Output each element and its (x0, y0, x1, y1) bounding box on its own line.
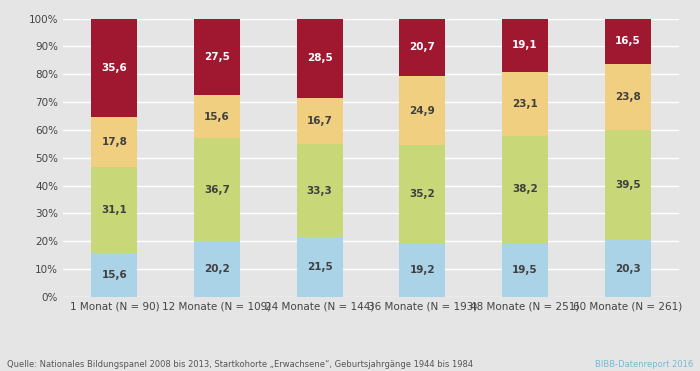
Text: 15,6: 15,6 (204, 112, 230, 122)
Text: 39,5: 39,5 (615, 180, 640, 190)
Text: 35,2: 35,2 (410, 190, 435, 199)
Text: 36,7: 36,7 (204, 184, 230, 194)
Text: 23,8: 23,8 (615, 92, 640, 102)
Bar (605, 240, 651, 297)
Text: 19,1: 19,1 (512, 40, 538, 50)
Text: 20,3: 20,3 (615, 263, 640, 273)
Text: 27,5: 27,5 (204, 52, 230, 62)
Bar (399, 19, 445, 76)
Bar (502, 136, 548, 243)
Text: 16,7: 16,7 (307, 116, 332, 126)
Bar (297, 19, 343, 98)
Text: BIBB-Datenreport 2016: BIBB-Datenreport 2016 (595, 360, 693, 369)
Bar (91, 253, 137, 297)
Bar (194, 95, 240, 138)
Bar (605, 130, 651, 240)
Text: 23,1: 23,1 (512, 99, 538, 109)
Text: 20,2: 20,2 (204, 264, 230, 274)
Bar (297, 144, 343, 237)
Bar (502, 72, 548, 136)
Text: 19,2: 19,2 (410, 265, 435, 275)
Bar (194, 19, 240, 95)
Bar (605, 64, 651, 130)
Text: 17,8: 17,8 (102, 137, 127, 147)
Text: 20,7: 20,7 (410, 42, 435, 52)
Text: 28,5: 28,5 (307, 53, 332, 63)
Text: 35,6: 35,6 (102, 63, 127, 73)
Bar (605, 18, 651, 64)
Bar (502, 19, 548, 72)
Text: 16,5: 16,5 (615, 36, 640, 46)
Bar (502, 243, 548, 297)
Bar (297, 98, 343, 144)
Text: Quelle: Nationales Bildungspanel 2008 bis 2013, Startkohorte „Erwachsene“, Gebur: Quelle: Nationales Bildungspanel 2008 bi… (7, 360, 473, 369)
Bar (91, 167, 137, 253)
Text: 33,3: 33,3 (307, 186, 332, 196)
Text: 31,1: 31,1 (102, 205, 127, 215)
Bar (399, 243, 445, 297)
Bar (297, 237, 343, 297)
Text: 24,9: 24,9 (410, 106, 435, 116)
Bar (91, 117, 137, 167)
Bar (194, 138, 240, 241)
Text: 21,5: 21,5 (307, 262, 332, 272)
Bar (399, 145, 445, 243)
Text: 38,2: 38,2 (512, 184, 538, 194)
Bar (194, 241, 240, 297)
Text: 15,6: 15,6 (102, 270, 127, 280)
Bar (399, 76, 445, 145)
Text: 19,5: 19,5 (512, 265, 538, 275)
Bar (91, 18, 137, 117)
